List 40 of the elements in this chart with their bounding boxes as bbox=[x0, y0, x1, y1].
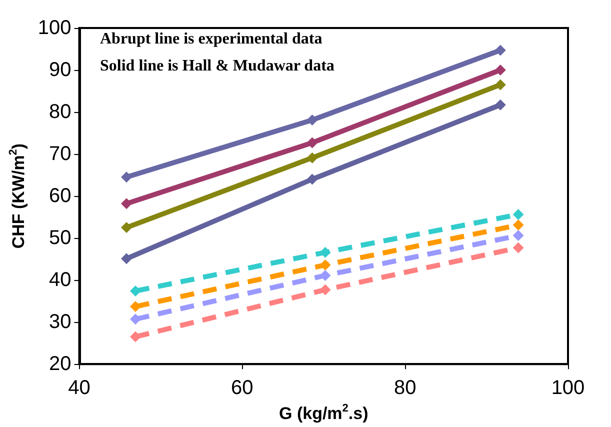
point bbox=[320, 284, 331, 296]
y-tick-label: 20 bbox=[49, 353, 72, 376]
y-tick-label: 80 bbox=[49, 101, 72, 124]
x-tick-label: 40 bbox=[68, 377, 90, 400]
point bbox=[512, 230, 524, 242]
y-tick-label: 40 bbox=[49, 269, 72, 292]
point bbox=[494, 99, 506, 110]
point bbox=[320, 270, 331, 281]
point bbox=[306, 137, 318, 148]
x-tick-label: 60 bbox=[231, 377, 254, 400]
point bbox=[121, 253, 132, 264]
point bbox=[130, 286, 141, 296]
point bbox=[512, 220, 524, 231]
point bbox=[494, 44, 506, 56]
point bbox=[121, 198, 132, 210]
point bbox=[512, 209, 524, 220]
annotation: Abrupt line is experimental data bbox=[100, 30, 322, 48]
x-tick-label: 80 bbox=[394, 377, 416, 400]
y-tick-label: 70 bbox=[49, 143, 72, 166]
point bbox=[320, 246, 331, 258]
point bbox=[121, 222, 132, 234]
point bbox=[130, 331, 141, 342]
y-tick-label: 50 bbox=[49, 227, 72, 250]
y-tick-label: 100 bbox=[38, 17, 72, 39]
point bbox=[512, 242, 524, 254]
point bbox=[306, 174, 318, 185]
y-tick-label: 60 bbox=[49, 185, 72, 208]
point bbox=[121, 172, 132, 183]
point bbox=[130, 314, 141, 325]
point bbox=[306, 152, 318, 164]
y-tick-label: 30 bbox=[49, 311, 72, 334]
x-tick-label: 100 bbox=[551, 377, 585, 400]
point bbox=[130, 301, 141, 312]
annotation: Solid line is Hall & Mudawar data bbox=[100, 58, 334, 74]
y-tick-label: 90 bbox=[49, 59, 72, 82]
point bbox=[494, 79, 506, 90]
point bbox=[320, 259, 331, 270]
point bbox=[494, 64, 506, 76]
y-axis-title: CHF (KW/m2) bbox=[8, 143, 28, 249]
point bbox=[306, 114, 318, 126]
